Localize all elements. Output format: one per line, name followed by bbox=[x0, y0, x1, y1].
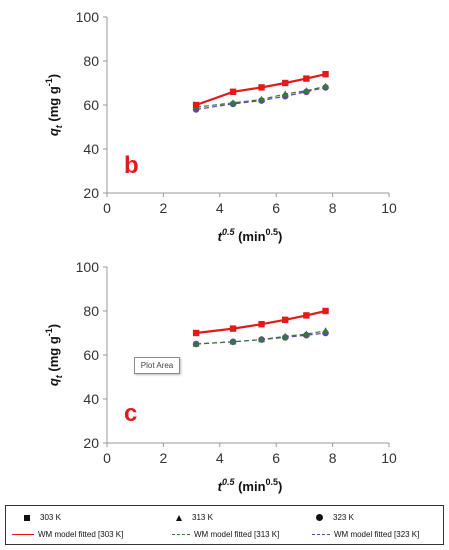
x-tick-label: 0 bbox=[103, 200, 111, 216]
x-tick-label: 10 bbox=[381, 200, 397, 216]
y-tick-label: 100 bbox=[76, 259, 100, 275]
data-point-square bbox=[229, 88, 237, 95]
series-line-313k bbox=[196, 85, 326, 108]
legend: 303 K 313 K 323 K WM model fitted [303 K… bbox=[5, 505, 444, 545]
x-tick-label: 2 bbox=[160, 200, 168, 216]
y-tick-label: 40 bbox=[83, 141, 99, 157]
series-line-323k bbox=[196, 86, 326, 110]
x-tick-label: 4 bbox=[216, 200, 224, 216]
data-point-triangle bbox=[322, 82, 329, 89]
circle-marker-icon bbox=[316, 514, 323, 522]
x-axis-label: t0.5 (min0.5) bbox=[218, 477, 283, 494]
x-tick-label: 8 bbox=[329, 450, 337, 466]
y-tick-label: 100 bbox=[76, 9, 100, 25]
y-tick-label: 20 bbox=[83, 435, 99, 451]
x-tick-label: 4 bbox=[216, 450, 224, 466]
series-line-303k bbox=[195, 73, 326, 107]
data-point-triangle bbox=[281, 332, 289, 339]
panel-label: c bbox=[124, 400, 137, 427]
legend-item-313k: 313 K bbox=[176, 513, 213, 523]
data-point-square bbox=[282, 79, 289, 87]
data-point-triangle bbox=[281, 90, 289, 97]
dashed-line-icon bbox=[172, 534, 190, 536]
data-point-triangle bbox=[258, 336, 265, 343]
data-point-square bbox=[192, 101, 200, 109]
triangle-marker-icon bbox=[176, 514, 182, 521]
data-point-triangle bbox=[192, 340, 200, 347]
legend-item-303k: 303 K bbox=[24, 513, 61, 523]
chart-panel-c: 20 40 60 80 100 0 2 4 6 8 10 t0.5 (min0.5) qt (mg g-… bbox=[44, 259, 397, 494]
data-point-triangle bbox=[302, 330, 310, 337]
x-axis-label: t0.5 (min0.5) bbox=[218, 227, 283, 244]
data-point-square bbox=[192, 329, 200, 337]
y-tick-label: 20 bbox=[83, 185, 99, 201]
data-point-square bbox=[303, 75, 310, 82]
legend-item-fit-323k: WM model fitted [323 K] bbox=[312, 530, 419, 540]
y-tick-label: 40 bbox=[83, 391, 99, 407]
series-line-313k bbox=[196, 330, 326, 345]
y-axis-label: qt (mg g-1) bbox=[44, 324, 64, 386]
data-point-square bbox=[229, 325, 237, 332]
y-tick-label: 60 bbox=[83, 97, 99, 113]
y-axis-label: qt (mg g-1) bbox=[44, 74, 64, 136]
legend-item-323k: 323 K bbox=[316, 513, 354, 523]
plot-area-tooltip: Plot Area bbox=[134, 357, 180, 374]
series-line-303k bbox=[195, 309, 326, 335]
data-point-square bbox=[258, 321, 265, 328]
data-point-triangle bbox=[229, 338, 237, 345]
data-point-square bbox=[282, 316, 289, 323]
legend-item-fit-313k: WM model fitted [313 K] bbox=[172, 530, 279, 540]
legend-item-fit-303k: WM model fitted [303 K] bbox=[12, 530, 123, 540]
y-tick-label: 60 bbox=[83, 347, 99, 363]
data-point-triangle bbox=[322, 327, 329, 334]
data-point-square bbox=[258, 84, 265, 91]
square-marker-icon bbox=[24, 514, 30, 521]
panel-label: b bbox=[124, 152, 139, 179]
y-tick-label: 80 bbox=[83, 53, 99, 69]
x-tick-label: 2 bbox=[160, 450, 168, 466]
x-tick-label: 0 bbox=[103, 450, 111, 466]
y-tick-label: 80 bbox=[83, 303, 99, 319]
data-point-square bbox=[322, 71, 329, 78]
dashed-line-icon bbox=[312, 534, 330, 536]
solid-line-icon bbox=[12, 534, 34, 536]
x-tick-label: 10 bbox=[381, 450, 397, 466]
data-point-triangle bbox=[258, 95, 265, 103]
x-tick-label: 6 bbox=[272, 450, 280, 466]
data-point-triangle bbox=[302, 87, 310, 94]
x-tick-label: 8 bbox=[329, 200, 337, 216]
chart-panel-b: 20 40 60 80 100 0 2 4 6 8 10 t0.5 (min0.5) qt (mg g-… bbox=[44, 9, 397, 244]
data-point-triangle bbox=[229, 99, 237, 106]
data-point-square bbox=[303, 312, 310, 319]
data-point-square bbox=[322, 307, 329, 315]
x-tick-label: 6 bbox=[272, 200, 280, 216]
